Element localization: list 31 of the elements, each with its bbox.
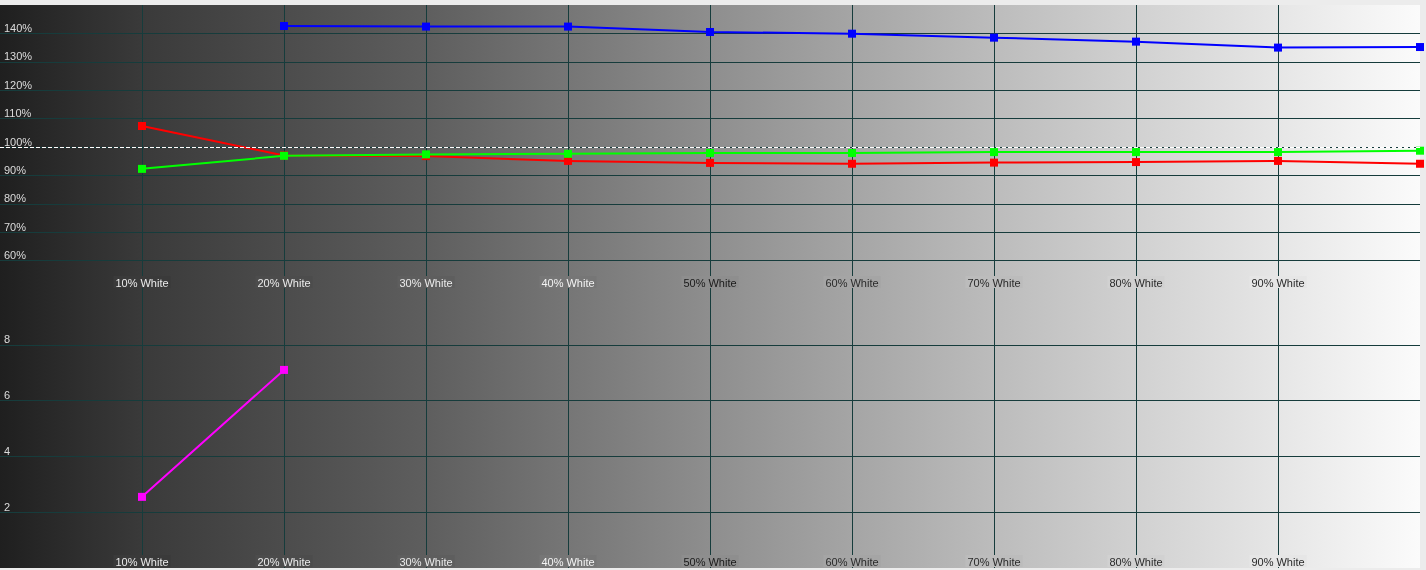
x-tick-label: 50% White — [683, 276, 737, 289]
x-tick-label: 70% White — [967, 555, 1021, 568]
y-tick-label: 6 — [4, 389, 11, 402]
y-tick-label: 8 — [4, 333, 11, 346]
x-tick-label: 20% White — [257, 555, 311, 568]
x-tick-label: 90% White — [1251, 276, 1305, 289]
x-tick-label: 30% White — [399, 555, 453, 568]
y-tick-label: 2 — [4, 500, 11, 513]
y-tick-label: 80% — [4, 192, 27, 205]
y-tick-label: 110% — [4, 107, 32, 120]
x-tick-label: 20% White — [257, 276, 311, 289]
x-tick-label: 70% White — [967, 276, 1021, 289]
x-tick-label: 30% White — [399, 276, 453, 289]
y-tick-label: 100% — [4, 135, 33, 148]
x-tick-label: 40% White — [541, 276, 595, 289]
x-tick-label: 60% White — [825, 555, 879, 568]
x-tick-label: 90% White — [1251, 555, 1305, 568]
y-tick-label: 90% — [4, 163, 27, 176]
y-tick-label: 120% — [4, 78, 33, 91]
y-tick-label: 140% — [4, 21, 33, 34]
x-tick-label: 10% White — [115, 555, 169, 568]
x-tick-label: 50% White — [683, 555, 737, 568]
y-tick-label: 4 — [4, 444, 11, 457]
x-tick-label: 40% White — [541, 555, 595, 568]
x-tick-label: 10% White — [115, 276, 169, 289]
x-tick-label: 80% White — [1109, 276, 1163, 289]
y-tick-label: 60% — [4, 249, 27, 262]
y-tick-label: 70% — [4, 220, 27, 233]
y-tick-label: 130% — [4, 50, 33, 63]
x-tick-label: 80% White — [1109, 555, 1163, 568]
x-tick-label: 60% White — [825, 276, 879, 289]
